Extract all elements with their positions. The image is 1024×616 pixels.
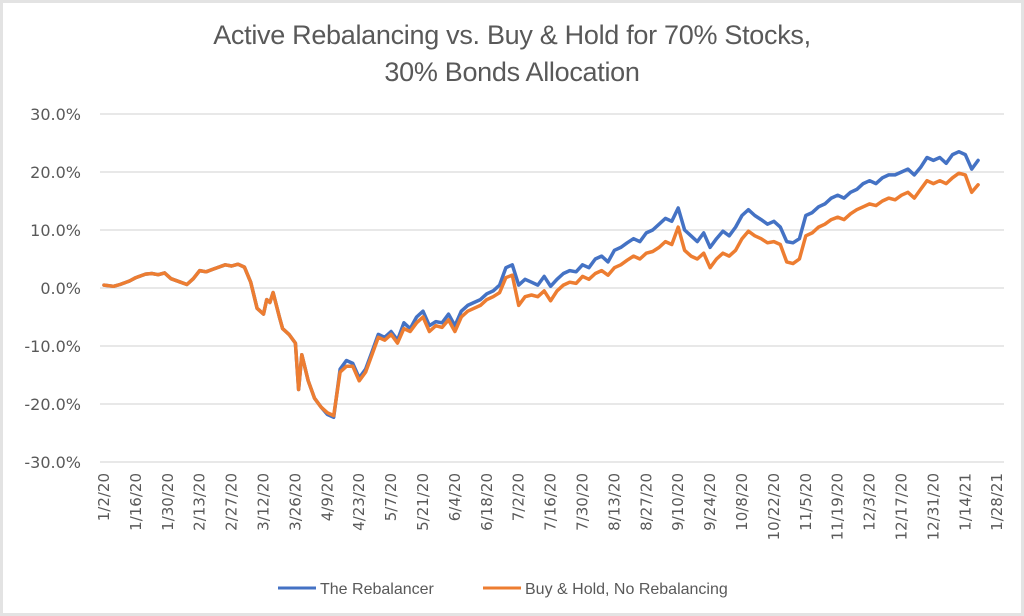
x-tick-label: 1/16/20 [127,473,145,531]
x-tick-label: 8/13/20 [605,473,623,531]
x-tick-label: 8/27/20 [637,473,655,531]
y-tick-label: -10.0% [24,337,81,356]
x-tick-label: 6/4/20 [446,473,464,521]
x-tick-label: 11/19/20 [829,473,847,540]
x-tick-label: 7/30/20 [574,473,592,531]
x-axis-ticks: 1/2/20 1/16/20 1/30/20 2/13/20 2/27/20 3/12/2… [95,473,1006,540]
x-tick-label: 10/22/20 [765,473,783,540]
x-tick-label: 12/17/20 [893,473,911,540]
y-tick-label: 30.0% [30,105,81,124]
x-tick-label: 4/9/20 [318,473,336,521]
y-tick-label: 20.0% [30,163,81,182]
legend-label-buy-hold: Buy & Hold, No Rebalancing [525,581,728,598]
y-tick-label: 0.0% [40,279,81,298]
y-tick-label: -20.0% [24,395,81,414]
x-tick-label: 7/16/20 [542,473,560,531]
legend: The Rebalancer Buy & Hold, No Rebalancin… [278,581,728,598]
legend-label-rebalancer: The Rebalancer [320,581,435,598]
y-tick-label: 10.0% [30,221,81,240]
legend-item-rebalancer[interactable]: The Rebalancer [278,581,435,598]
series-line-buy-hold [102,171,980,418]
chart-title: Active Rebalancing vs. Buy & Hold for 70… [3,17,1021,91]
x-tick-label: 10/8/20 [733,473,751,531]
x-tick-label: 12/3/20 [861,473,879,531]
gridlines [100,113,1004,463]
x-tick-label: 9/10/20 [669,473,687,531]
x-tick-label: 1/14/21 [956,473,974,531]
x-tick-label: 1/30/20 [159,473,177,531]
x-tick-label: 1/2/20 [95,473,113,521]
x-tick-label: 2/13/20 [191,473,209,531]
x-tick-label: 11/5/20 [797,473,815,531]
x-tick-label: 5/7/20 [382,473,400,521]
x-tick-label: 3/12/20 [255,473,273,531]
chart-title-line-2: 30% Bonds Allocation [384,57,640,87]
x-tick-label: 4/23/20 [350,473,368,531]
x-tick-label: 1/28/21 [988,473,1006,531]
x-tick-label: 3/26/20 [286,473,304,531]
series-line-rebalancer [102,149,980,420]
x-tick-label: 2/27/20 [223,473,241,531]
y-tick-label: -30.0% [24,453,81,472]
x-tick-label: 6/18/20 [478,473,496,531]
x-tick-label: 12/31/20 [924,473,942,540]
line-chart: 30.0% 20.0% 10.0% 0.0% -10.0% -20.0% -30.0% 1/… [24,105,1006,598]
x-tick-label: 5/21/20 [414,473,432,531]
x-tick-label: 9/24/20 [701,473,719,531]
chart-title-line-1: Active Rebalancing vs. Buy & Hold for 70… [213,20,811,50]
legend-item-buy-hold[interactable]: Buy & Hold, No Rebalancing [483,581,728,598]
series-lines [102,149,980,420]
x-tick-label: 7/2/20 [510,473,528,521]
y-axis-ticks: 30.0% 20.0% 10.0% 0.0% -10.0% -20.0% -30.0% [24,105,81,472]
